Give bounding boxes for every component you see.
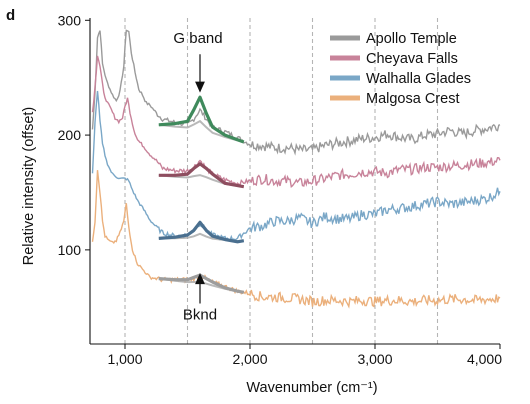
x-tick-label: 3,000 [357, 351, 392, 367]
x-tick-label: 1,000 [107, 351, 142, 367]
y-tick-label: 200 [58, 127, 82, 143]
band-fit-2 [158, 220, 245, 244]
x-tick-label: 4,000 [467, 351, 502, 367]
g-band-arrow [195, 54, 205, 93]
band-fit-1 [158, 162, 245, 189]
axes [89, 18, 500, 345]
bknd-label: Bknd [183, 307, 217, 324]
legend-label-3: Malgosa Crest [366, 91, 459, 107]
x-axis-label: Wavenumber (cm⁻¹) [246, 380, 377, 396]
legend-label-1: Cheyava Falls [366, 51, 458, 67]
y-axis-label: Relative intensity (offset) [21, 107, 37, 266]
g-band-label: G band [173, 30, 222, 47]
legend-label-2: Walhalla Glades [366, 71, 471, 87]
ticks: 1,000 2,000 3,000 4,000 100 200 300 [58, 12, 503, 367]
y-tick-label: 300 [58, 12, 82, 28]
y-tick-label: 100 [58, 242, 82, 258]
band-fit-0 [158, 95, 245, 144]
annotations: G band Bknd [173, 30, 222, 323]
series-line-1 [91, 55, 501, 189]
legend-label-0: Apollo Temple [366, 31, 457, 47]
series-line-0 [91, 29, 501, 156]
legend: Apollo Temple Cheyava Falls Walhalla Glade… [330, 31, 471, 107]
x-tick-label: 2,000 [232, 351, 267, 367]
band-fit-3 [158, 273, 245, 294]
series-line-2 [91, 90, 501, 242]
series-line-3 [91, 170, 501, 309]
panel-label: d [6, 7, 15, 24]
bknd-arrow [195, 273, 205, 304]
